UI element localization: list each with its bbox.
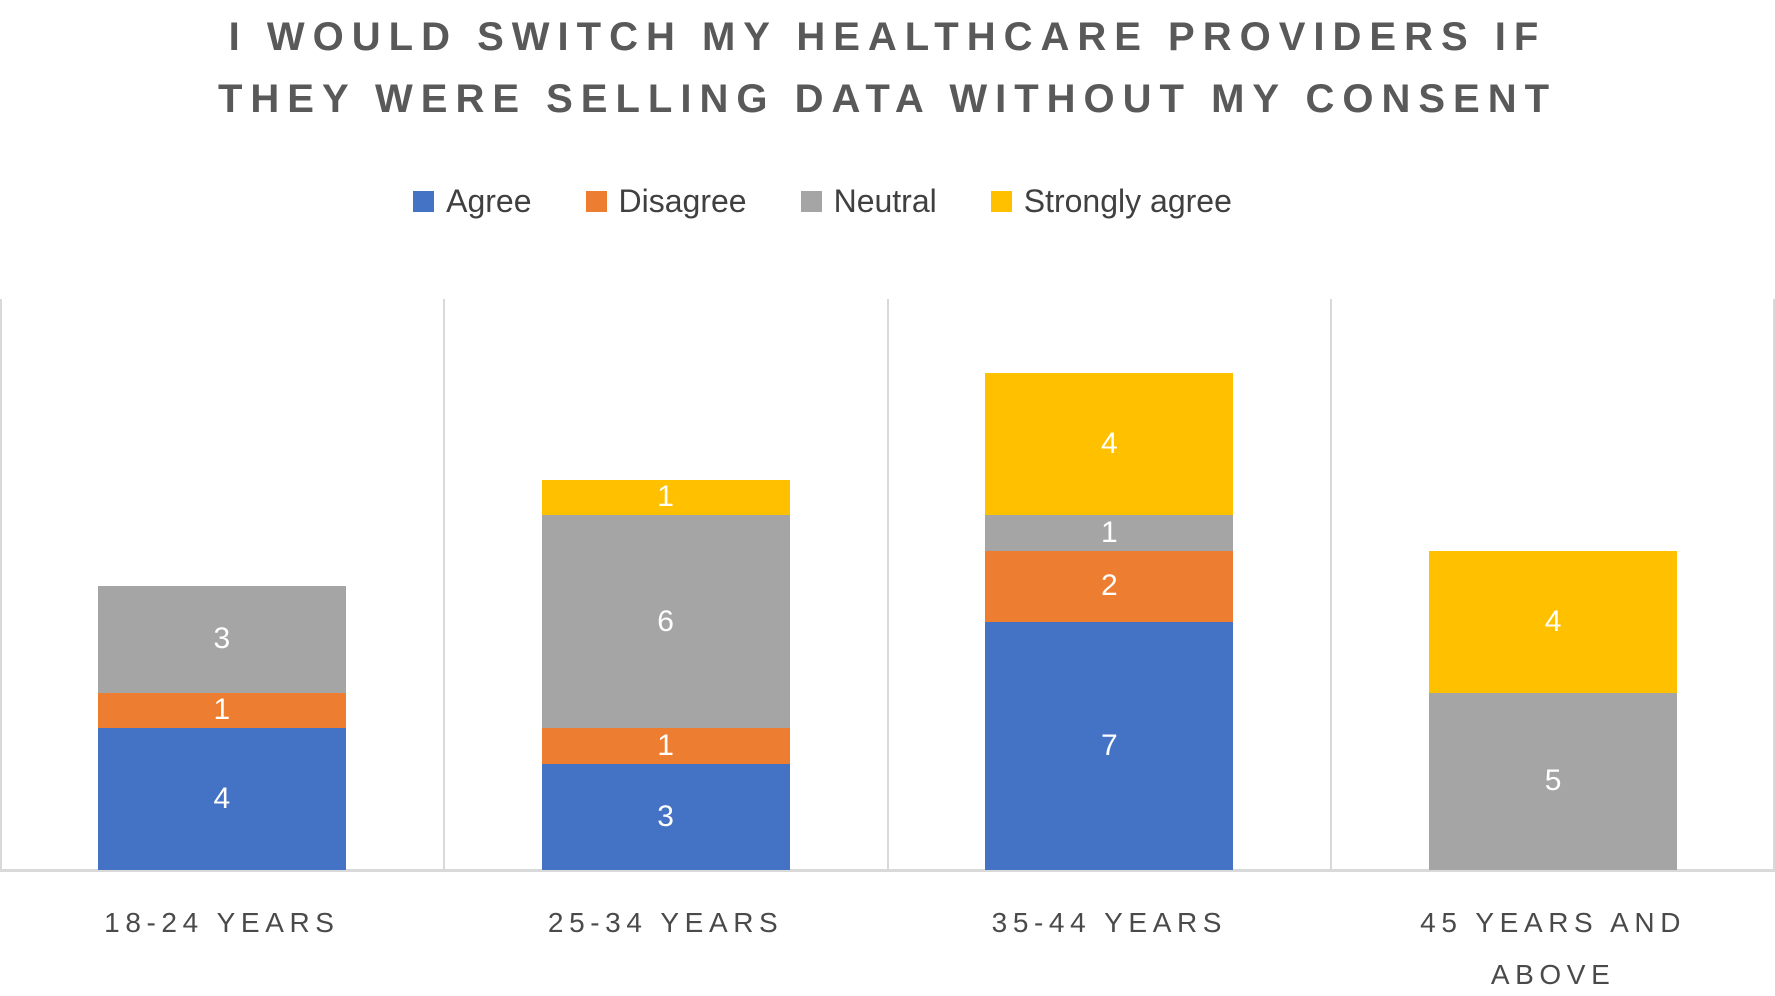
data-label: 4	[1101, 427, 1118, 460]
category-label-text: 45 YEARS AND ABOVE	[1420, 907, 1687, 990]
bar-segment-strongly-agree-45-years-and-above: 4	[1429, 550, 1678, 693]
legend-label: Strongly agree	[1023, 183, 1232, 219]
chart-title: I WOULD SWITCH MY HEALTHCARE PROVIDERS I…	[0, 6, 1775, 130]
bar-segment-disagree-35-44-years: 2	[985, 550, 1234, 622]
bar-segment-neutral-35-44-years: 1	[985, 515, 1234, 551]
category-label-text: 35-44 YEARS	[991, 907, 1228, 938]
category-label-25-34-years: 25-34 YEARS	[444, 897, 888, 949]
gridline-vertical	[1330, 299, 1332, 871]
data-label: 4	[1544, 604, 1562, 638]
legend-label: Neutral	[833, 183, 937, 219]
legend-swatch-strongly-agree	[990, 191, 1012, 212]
bar-segment-neutral-25-34-years: 6	[541, 515, 790, 728]
category-label-text: 25-34 YEARS	[547, 907, 784, 938]
bar-segment-agree-18-24-years: 4	[97, 728, 346, 870]
legend-item-neutral: Neutral	[800, 183, 937, 220]
bar-segment-strongly-agree-35-44-years: 4	[985, 373, 1234, 515]
gridline-vertical	[1773, 299, 1775, 871]
gridline-vertical	[887, 299, 889, 871]
data-label: 5	[1544, 764, 1562, 798]
data-label: 4	[213, 782, 231, 815]
legend-swatch-neutral	[800, 191, 822, 212]
data-label: 1	[657, 480, 674, 514]
category-label-18-24-years: 18-24 YEARS	[0, 897, 444, 949]
data-label: 3	[657, 799, 674, 833]
legend-swatch-disagree	[585, 191, 607, 212]
data-label: 6	[657, 604, 674, 638]
data-label: 2	[1101, 569, 1118, 602]
bar-segment-neutral-45-years-and-above: 5	[1429, 692, 1678, 870]
legend-label: Disagree	[618, 183, 747, 219]
chart-title-line1: I WOULD SWITCH MY HEALTHCARE PROVIDERS I…	[228, 15, 1547, 59]
data-label: 1	[1101, 515, 1118, 549]
chart-title-line2: THEY WERE SELLING DATA WITHOUT MY CONSEN…	[217, 77, 1558, 121]
bar-segment-disagree-25-34-years: 1	[541, 728, 790, 764]
bar-segment-agree-25-34-years: 3	[541, 763, 790, 870]
legend: Agree Disagree Neutral Strongly agree	[0, 183, 1710, 220]
bar-segment-agree-35-44-years: 7	[985, 621, 1234, 870]
data-label: 1	[657, 728, 674, 762]
legend-item-strongly-agree: Strongly agree	[990, 183, 1232, 220]
gridline-vertical	[443, 299, 445, 871]
category-label-35-44-years: 35-44 YEARS	[888, 897, 1332, 949]
bar-segment-neutral-18-24-years: 3	[97, 586, 346, 693]
data-label: 7	[1101, 728, 1118, 762]
bar-segment-strongly-agree-25-34-years: 1	[541, 479, 790, 515]
data-label: 3	[213, 622, 231, 656]
category-label-text: 18-24 YEARS	[104, 907, 340, 938]
legend-label: Agree	[446, 183, 532, 219]
x-axis-line	[0, 869, 1775, 872]
gridline-vertical	[0, 299, 2, 871]
legend-item-disagree: Disagree	[585, 183, 747, 220]
data-label: 1	[213, 693, 231, 727]
bar-segment-disagree-18-24-years: 1	[97, 692, 346, 728]
legend-swatch-agree	[413, 191, 435, 212]
legend-item-agree: Agree	[413, 183, 532, 220]
category-label-45-years-and-above: 45 YEARS AND ABOVE	[1331, 897, 1775, 996]
